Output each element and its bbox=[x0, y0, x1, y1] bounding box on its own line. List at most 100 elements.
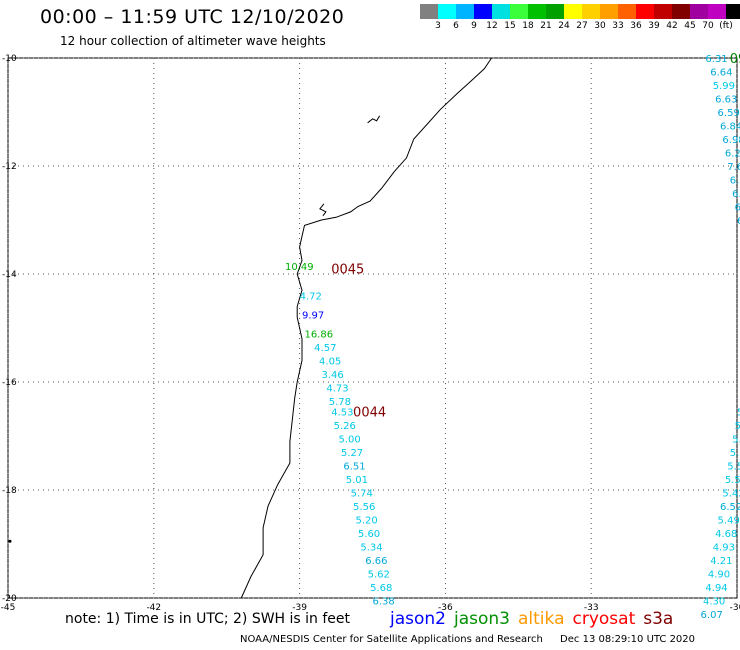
wave-height-value: 5.01 bbox=[346, 475, 368, 486]
wave-height-value: 5.78 bbox=[329, 397, 351, 408]
legend-label: 15 bbox=[504, 21, 516, 31]
wave-height-value: 5.26 bbox=[334, 421, 356, 432]
wave-height-value: 5.20 bbox=[730, 448, 740, 459]
lon-tick-label: -42 bbox=[146, 603, 161, 613]
lon-tick-label: -45 bbox=[1, 603, 16, 613]
credit-timestamp: Dec 13 08:29:10 UTC 2020 bbox=[560, 634, 696, 645]
satellite-name: cryosat bbox=[572, 609, 636, 629]
legend-label: 24 bbox=[558, 21, 570, 31]
wave-height-value: 5.62 bbox=[368, 570, 390, 581]
map-grid bbox=[7, 57, 738, 599]
legend-swatch bbox=[582, 4, 600, 19]
page-subtitle: 12 hour collection of altimeter wave hei… bbox=[60, 34, 326, 48]
legend-swatch bbox=[672, 4, 690, 19]
axis-labels: -10 -12 -14 -16 -18 -20-45 -42 -39 -36 -33 -30 bbox=[1, 54, 740, 613]
legend-swatch bbox=[420, 4, 438, 19]
wave-height-value: 6.64 bbox=[710, 68, 732, 79]
lat-tick-label: -20 bbox=[2, 594, 17, 604]
legend-label: 12 bbox=[486, 21, 498, 31]
wave-height-value: 6.59 bbox=[718, 108, 740, 119]
legend-label: 70 bbox=[702, 21, 714, 31]
legend-swatch bbox=[528, 4, 546, 19]
wave-height-value: 4.73 bbox=[326, 383, 348, 394]
legend-swatch bbox=[636, 4, 654, 19]
wave-height-value: 5.56 bbox=[353, 502, 375, 513]
wave-height-value: 5.34 bbox=[360, 543, 382, 554]
wave-height-value: 4.05 bbox=[319, 356, 341, 367]
wave-height-value: 4.57 bbox=[314, 343, 336, 354]
wave-height-value: 6.51 bbox=[343, 462, 365, 473]
legend-label: 6 bbox=[453, 21, 459, 31]
bay-outline bbox=[319, 203, 327, 217]
lat-tick-label: -12 bbox=[2, 162, 17, 172]
wave-height-value: 6.52 bbox=[720, 502, 740, 513]
wave-height-value: 5.20 bbox=[355, 516, 377, 527]
island-marker bbox=[8, 539, 12, 543]
satellite-name: s3a bbox=[643, 609, 674, 629]
lat-tick-label: -14 bbox=[2, 270, 17, 280]
wave-height-value: 4.30 bbox=[703, 597, 725, 608]
legend-swatch bbox=[492, 4, 510, 19]
wave-height-value: 4.94 bbox=[705, 583, 727, 594]
coastline-path bbox=[240, 57, 493, 599]
legend-swatch bbox=[456, 4, 474, 19]
wave-height-value: 5.60 bbox=[358, 529, 380, 540]
lon-tick-label: -36 bbox=[438, 603, 453, 613]
legend-swatch bbox=[618, 4, 636, 19]
legend-label: (ft) bbox=[719, 21, 733, 31]
wave-height-value: 16.86 bbox=[304, 329, 333, 340]
legend-label: 27 bbox=[576, 21, 588, 31]
note-text: note: 1) Time is in UTC; 2) SWH is in fe… bbox=[65, 611, 351, 627]
wave-height-value: 9.97 bbox=[302, 311, 324, 322]
wave-height-value: 6.38 bbox=[730, 176, 740, 187]
wave-height-value: 4.72 bbox=[300, 292, 322, 303]
legend-label: 21 bbox=[540, 21, 552, 31]
wave-height-value: 6.31 bbox=[705, 54, 727, 65]
legend-swatch bbox=[726, 4, 740, 19]
legend-swatch bbox=[438, 4, 456, 19]
wave-height-value: 4.21 bbox=[710, 556, 732, 567]
legend-label: 30 bbox=[594, 21, 606, 31]
satellite-name: jason2 bbox=[390, 609, 446, 629]
lat-tick-label: -16 bbox=[2, 378, 17, 388]
wave-height-value: 4.90 bbox=[708, 570, 730, 581]
credit-line: NOAA/NESDIS Center for Satellite Applica… bbox=[240, 634, 695, 645]
wave-height-value: 5.00 bbox=[338, 435, 360, 446]
wave-height-value: 5.53 bbox=[725, 475, 740, 486]
pass-time-label: 090 bbox=[730, 52, 740, 67]
lon-tick-label: -30 bbox=[730, 603, 740, 613]
lon-tick-label: -39 bbox=[292, 603, 307, 613]
legend-swatch bbox=[654, 4, 672, 19]
wave-height-value: 6.2 bbox=[737, 216, 740, 227]
wave-height-value: 5.27 bbox=[341, 448, 363, 459]
wave-height-value: 5.0 bbox=[735, 421, 740, 432]
wave-height-value: 7.64 bbox=[727, 162, 740, 173]
wave-height-value: 6.84 bbox=[720, 122, 740, 133]
legend-swatch bbox=[474, 4, 492, 19]
wave-height-value: 4.93 bbox=[713, 543, 735, 554]
legend-label: 42 bbox=[666, 21, 678, 31]
coastline-detail bbox=[367, 115, 381, 124]
lat-tick-label: -18 bbox=[2, 486, 17, 496]
wave-height-value: 5.51 bbox=[727, 462, 740, 473]
wave-height-value: 5.68 bbox=[370, 583, 392, 594]
legend-swatch bbox=[546, 4, 564, 19]
satellite-name: jason3 bbox=[454, 609, 510, 629]
wave-height-value: 6.66 bbox=[365, 556, 387, 567]
wave-height-labels: 10.494.729.9716.864.574.053.464.735.784.… bbox=[285, 54, 740, 621]
legend-label: 9 bbox=[471, 21, 477, 31]
wave-height-value: 4.53 bbox=[331, 408, 353, 419]
satellite-legend: jason2 jason3 altika cryosat s3a bbox=[390, 609, 681, 629]
coastline bbox=[8, 57, 493, 599]
legend-swatch bbox=[690, 4, 708, 19]
pass-time-labels: 0045 0044 090 bbox=[331, 52, 740, 421]
legend-label: 3 bbox=[435, 21, 441, 31]
wave-height-value: 6.38 bbox=[373, 597, 395, 608]
wave-height-value: 10.49 bbox=[285, 262, 314, 273]
legend-swatch bbox=[600, 4, 618, 19]
wave-height-value: 5.3 bbox=[732, 435, 740, 446]
wave-height-value: 6.1 bbox=[735, 203, 740, 214]
legend-swatch bbox=[510, 4, 528, 19]
wave-height-value: 5.74 bbox=[351, 489, 373, 500]
